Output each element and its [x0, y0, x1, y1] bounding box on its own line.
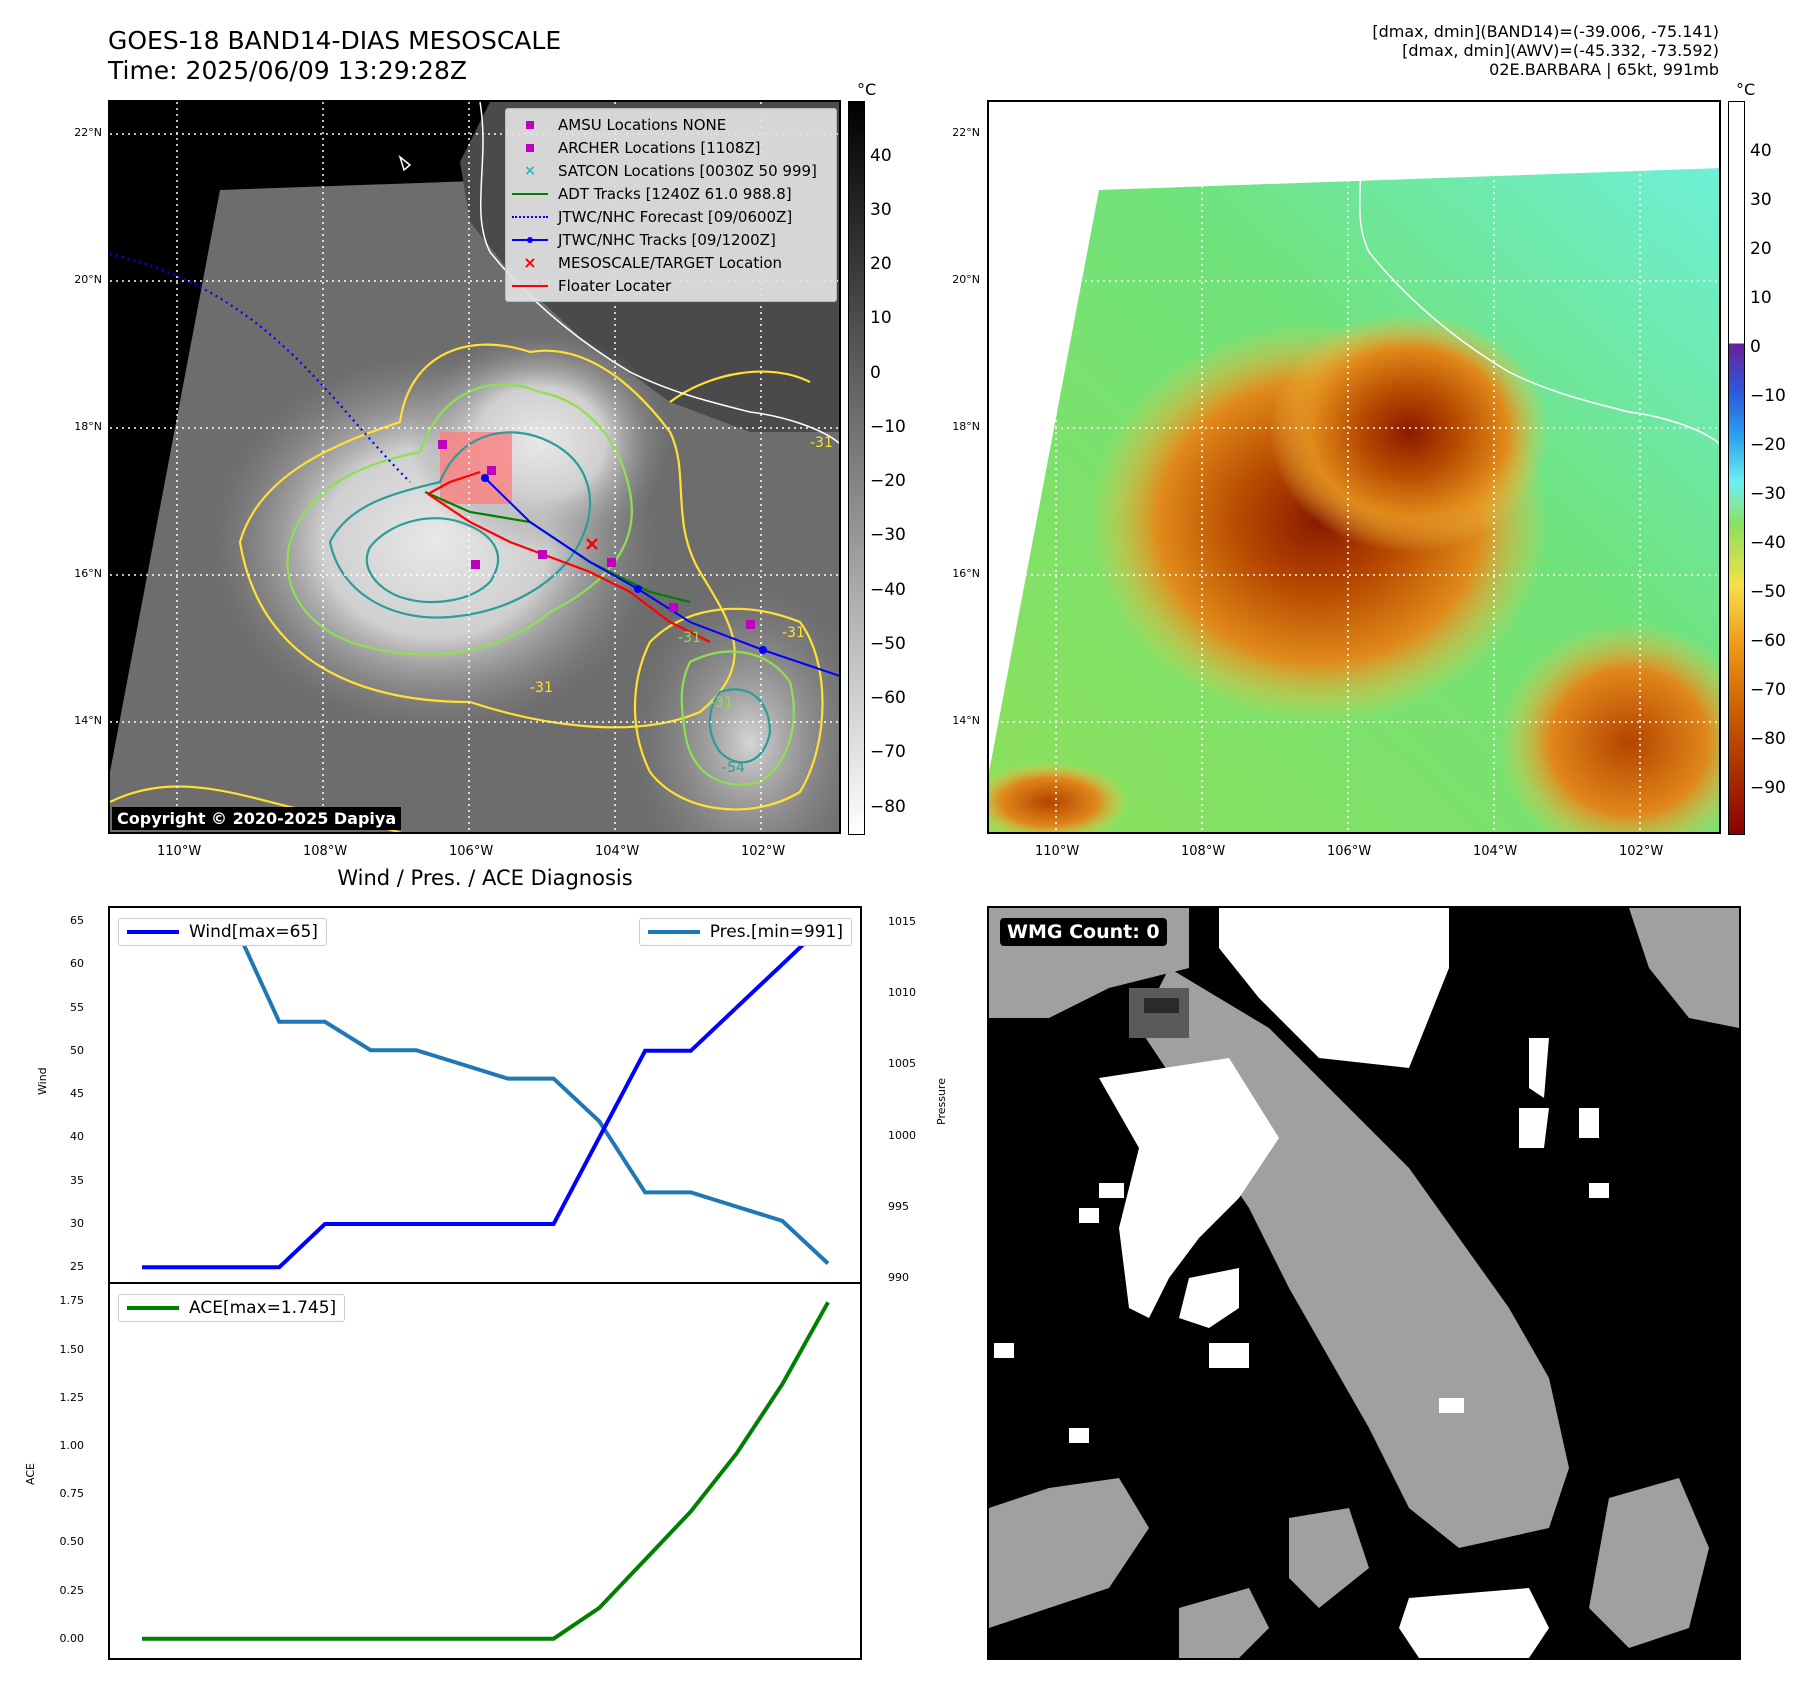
- wind-ytick: 30: [70, 1216, 84, 1230]
- contour-labels: -31 -54 -31 -31 -31 -31: [530, 435, 833, 776]
- ace-plot: ACE[max=1.745]: [108, 1282, 862, 1660]
- legend-satcon: × SATCON Locations [0030Z 50 999]: [524, 161, 817, 180]
- title-line-1: GOES-18 BAND14-DIAS MESOSCALE: [108, 26, 562, 55]
- ir-colorbar-unit: °C: [857, 80, 877, 99]
- wind-ytick: 45: [70, 1087, 84, 1101]
- wmg-count-label: WMG Count: 0: [1000, 918, 1167, 946]
- ace-ytick: 0.00: [59, 1631, 85, 1645]
- pressure-ytick: 1015: [888, 915, 916, 929]
- pressure-legend: Pres.[min=991]: [638, 918, 852, 946]
- pressure-ytick: 990: [888, 1270, 909, 1284]
- wind-axis-label: Wind: [36, 1067, 49, 1095]
- ace-ytick: 0.75: [59, 1487, 85, 1501]
- title-line-2: Time: 2025/06/09 13:29:28Z: [108, 56, 467, 85]
- awv-gridlines: [989, 102, 1719, 832]
- legend-forecast: JTWC/NHC Forecast [09/0600Z]: [512, 205, 830, 228]
- ace-ytick: 1.25: [59, 1390, 85, 1404]
- pressure-ytick: 1000: [888, 1128, 916, 1142]
- wind-ytick: 40: [70, 1130, 84, 1144]
- forecast-track: [110, 252, 411, 483]
- band14-range: [dmax, dmin](BAND14)=(-39.006, -75.141): [1372, 22, 1719, 41]
- awv-coastline: [1358, 102, 1719, 445]
- wind-ytick: 60: [70, 957, 84, 971]
- pressure-axis-label: Pressure: [935, 1078, 948, 1125]
- svg-text:-31: -31: [678, 630, 701, 646]
- wmg-panel: WMG Count: 0: [987, 906, 1741, 1660]
- ir-colorbar: [848, 101, 865, 835]
- awv-colorbar: [1728, 101, 1745, 835]
- legend-amsu: AMSU Locations NONE: [512, 113, 830, 136]
- wind-ytick: 50: [70, 1043, 84, 1057]
- ace-ytick: 1.00: [59, 1438, 85, 1452]
- svg-text:-54: -54: [722, 760, 745, 776]
- svg-text:-31: -31: [782, 625, 805, 641]
- awv-map-panel: [987, 100, 1721, 834]
- diagnosis-title: Wind / Pres. / ACE Diagnosis: [337, 866, 633, 890]
- legend-archer: ARCHER Locations [1108Z]: [512, 136, 830, 159]
- ace-ytick: 1.50: [59, 1342, 85, 1356]
- wind-ytick: 35: [70, 1173, 84, 1187]
- ir-legend: AMSU Locations NONE ARCHER Locations [11…: [505, 108, 837, 302]
- copyright-label: Copyright © 2020-2025 Dapiya: [112, 807, 402, 830]
- wind-ytick: 25: [70, 1260, 84, 1274]
- legend-jtwc: JTWC/NHC Tracks [09/1200Z]: [512, 228, 830, 251]
- awv-colorbar-unit: °C: [1736, 80, 1756, 99]
- coastline: [479, 102, 839, 445]
- wind-pressure-plot: Wind[max=65] Pres.[min=991]: [108, 906, 862, 1284]
- pressure-line: [142, 920, 830, 1265]
- storm-summary: 02E.BARBARA | 65kt, 991mb: [1489, 60, 1719, 79]
- floater-track: [427, 470, 711, 643]
- legend-target: × MESOSCALE/TARGET Location: [523, 252, 783, 272]
- wind-legend: Wind[max=65]: [118, 918, 327, 946]
- ir-map-panel: -31 -54 -31 -31 -31 -31 AMSU Locations N…: [108, 100, 841, 834]
- ace-axis-label: ACE: [24, 1463, 37, 1485]
- svg-text:-31: -31: [710, 695, 733, 711]
- svg-text:-31: -31: [530, 680, 553, 696]
- pressure-ytick: 1005: [888, 1057, 916, 1071]
- ace-line: [142, 1301, 830, 1641]
- intensity-info: [dmax, dmin](BAND14)=(-39.006, -75.141) …: [1372, 22, 1719, 79]
- ace-legend: ACE[max=1.745]: [118, 1294, 346, 1322]
- wind-pressure-svg: [142, 919, 830, 1270]
- ace-ytick: 0.25: [59, 1583, 85, 1597]
- ace-ytick: 0.50: [59, 1535, 85, 1549]
- figure-title: GOES-18 BAND14-DIAS MESOSCALE Time: 2025…: [108, 26, 561, 86]
- pressure-ytick: 995: [888, 1199, 909, 1213]
- wind-ytick: 65: [70, 913, 84, 927]
- target-marker: [586, 538, 598, 550]
- awv-map-image: [989, 102, 1719, 832]
- svg-text:-31: -31: [810, 435, 833, 451]
- wind-line: [142, 919, 830, 1270]
- ace-ytick: 1.75: [59, 1294, 85, 1308]
- wind-ytick: 55: [70, 1000, 84, 1014]
- ir-gridlines: [110, 102, 839, 832]
- legend-adt: ADT Tracks [1240Z 61.0 988.8]: [512, 182, 830, 205]
- archer-markers: [438, 440, 755, 629]
- wmg-image: [989, 908, 1739, 1658]
- legend-floater: Floater Locater: [512, 274, 830, 297]
- ace-svg: [142, 1301, 830, 1641]
- awv-range: [dmax, dmin](AWV)=(-45.332, -73.592): [1402, 41, 1719, 60]
- pressure-ytick: 1010: [888, 986, 916, 1000]
